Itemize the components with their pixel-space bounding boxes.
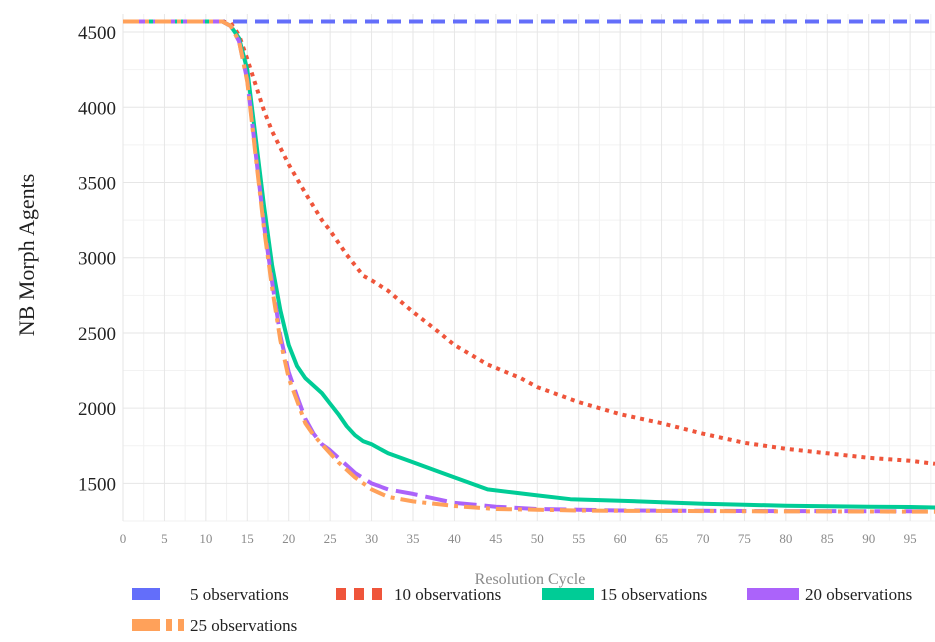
y-tick-label: 1500	[78, 474, 116, 495]
x-tick-label: 10	[199, 531, 212, 546]
y-tick-label: 4500	[78, 23, 116, 44]
x-tick-label: 65	[655, 531, 668, 546]
legend-label: 10 observations	[394, 585, 501, 604]
y-tick-label: 3500	[78, 173, 116, 194]
y-tick-label: 4000	[78, 98, 116, 119]
x-tick-label: 15	[241, 531, 254, 546]
x-axis-title: Resolution Cycle	[475, 571, 586, 588]
series-line-10-observations	[123, 19, 935, 466]
x-tick-label: 80	[779, 531, 792, 546]
y-tick-label: 3000	[78, 249, 116, 270]
x-tick-label: 55	[572, 531, 585, 546]
series-line-25-observations	[123, 19, 935, 514]
x-tick-label: 40	[448, 531, 461, 546]
legend-label: 20 observations	[805, 585, 912, 604]
x-tick-label: 25	[324, 531, 337, 546]
series-line-20-observations	[123, 19, 935, 514]
legend-label: 15 observations	[600, 585, 707, 604]
legend-item: 10 observations	[336, 585, 501, 604]
y-axis-ticks: 1500 2000 2500 3000 3500 4000 4500	[78, 23, 116, 495]
x-tick-label: 75	[738, 531, 751, 546]
x-tick-label: 30	[365, 531, 378, 546]
x-tick-label: 45	[489, 531, 502, 546]
y-tick-label: 2500	[78, 324, 116, 345]
x-tick-label: 35	[407, 531, 420, 546]
legend: 5 observations 10 observations 15 observat…	[132, 585, 912, 635]
y-axis-title: NB Morph Agents	[14, 174, 39, 337]
x-tick-label: 50	[531, 531, 544, 546]
y-tick-label: 2000	[78, 399, 116, 420]
legend-item: 5 observations	[132, 585, 289, 604]
series-lines	[123, 19, 935, 514]
x-axis-ticks: 0 5 10 15 20 25 30 35 40 45 50 55 60 65 70 75 80 85 90 95	[120, 531, 917, 546]
x-tick-label: 70	[697, 531, 710, 546]
legend-item: 20 observations	[747, 585, 912, 604]
x-tick-label: 60	[614, 531, 627, 546]
x-tick-label: 0	[120, 531, 127, 546]
x-tick-label: 20	[282, 531, 295, 546]
grid	[122, 14, 935, 522]
x-tick-label: 5	[161, 531, 168, 546]
legend-label: 5 observations	[190, 585, 289, 604]
legend-item: 15 observations	[542, 585, 707, 604]
x-tick-label: 90	[862, 531, 875, 546]
legend-label: 25 observations	[190, 616, 297, 635]
series-line-15-observations	[123, 19, 935, 510]
x-tick-label: 95	[904, 531, 917, 546]
legend-item: 25 observations	[132, 616, 297, 635]
x-tick-label: 85	[821, 531, 834, 546]
